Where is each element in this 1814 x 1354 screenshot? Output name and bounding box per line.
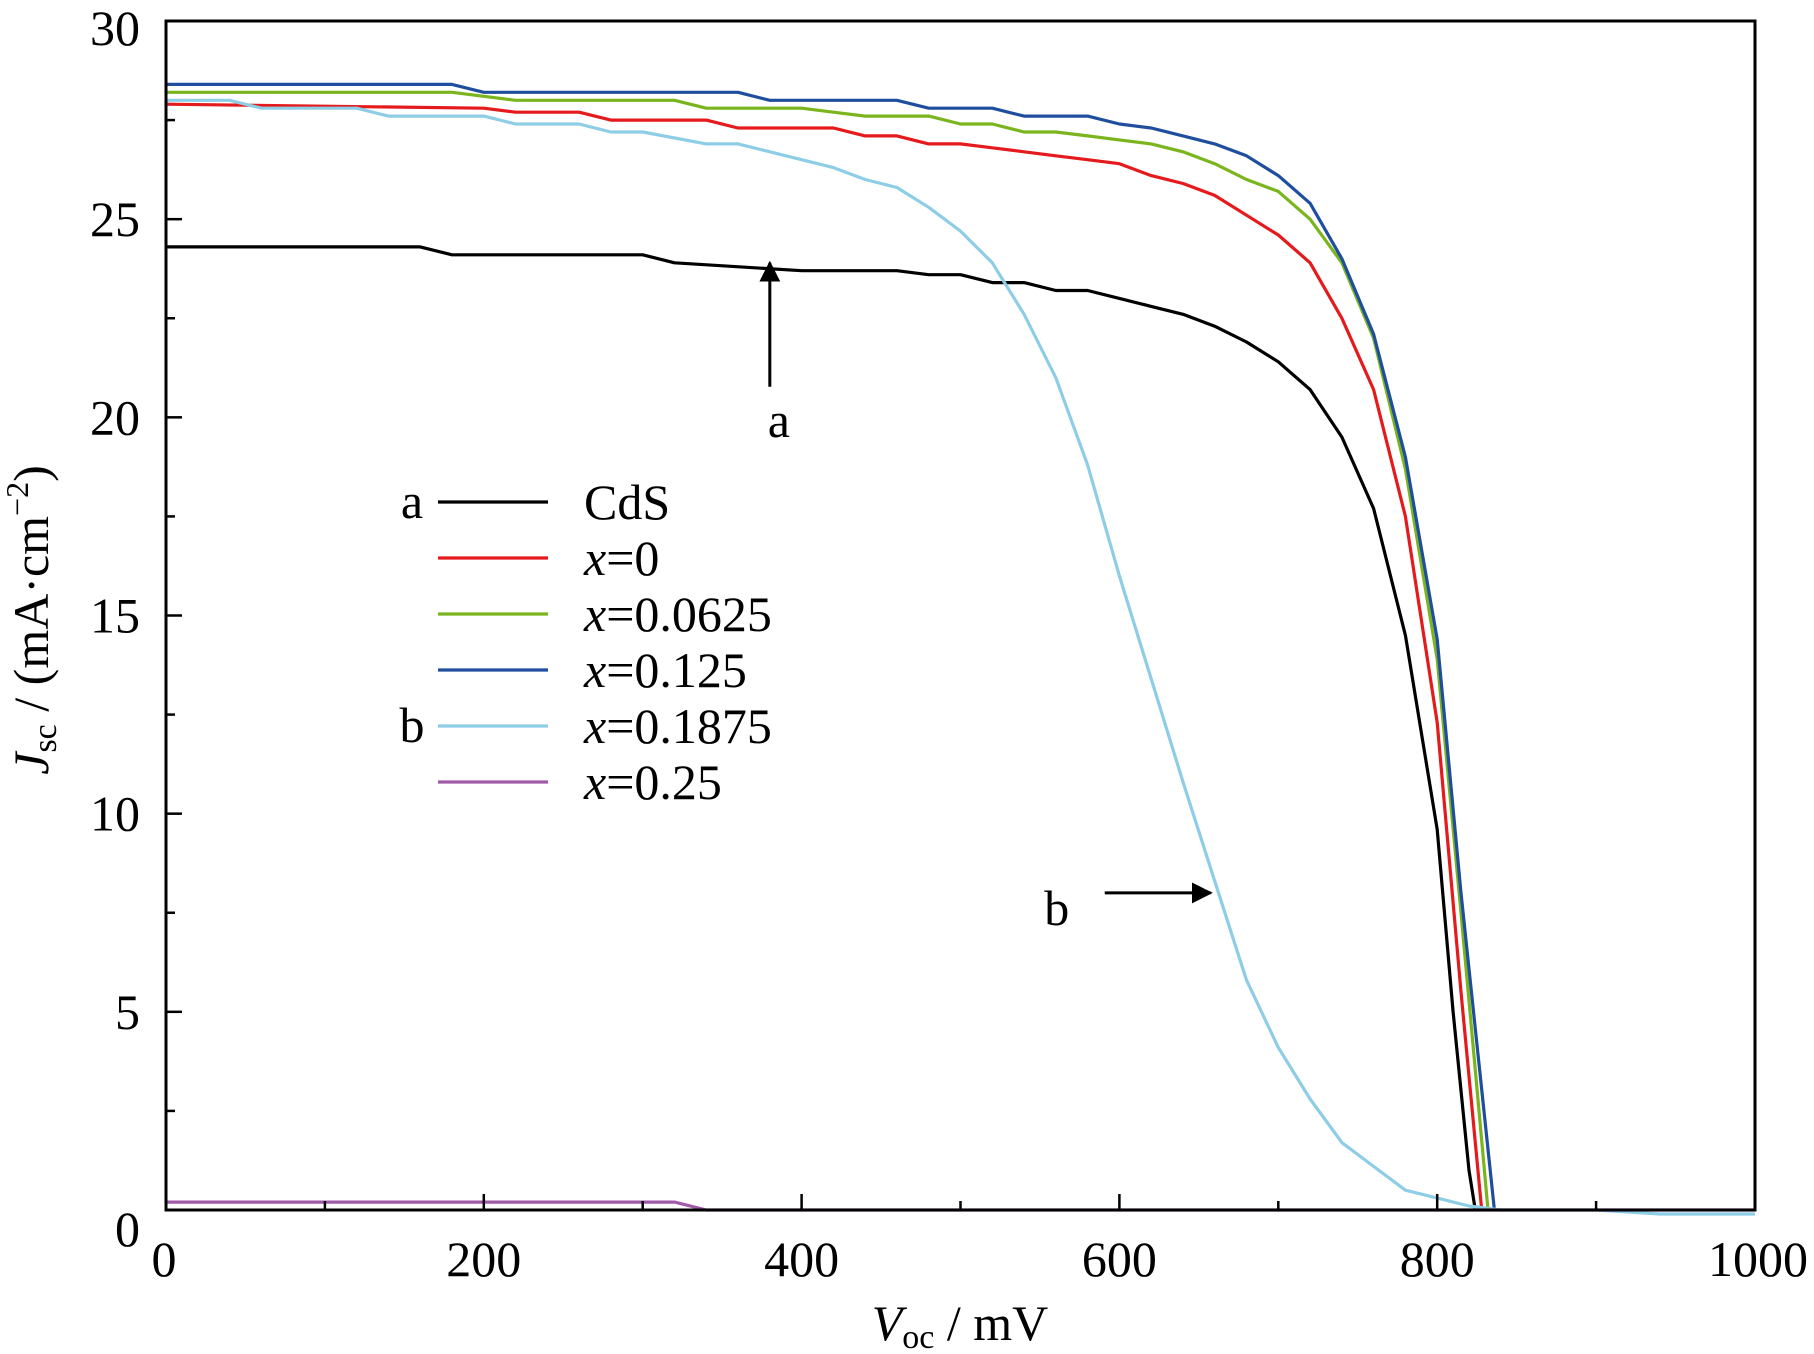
legend-tag-0: a bbox=[401, 473, 423, 529]
x-tick-label-3: 600 bbox=[1082, 1231, 1157, 1287]
y-tick-label-3: 15 bbox=[90, 588, 140, 644]
legend-tag-4: b bbox=[400, 697, 425, 753]
tick-labels-layer: 0 200 400 600 800 1000 0 5 10 15 20 25 30 bbox=[90, 0, 1808, 1287]
y-axis-label: Jsc / (mA·cm−2) bbox=[0, 465, 64, 775]
legend-label-0: CdS bbox=[584, 474, 670, 530]
legend-label-1: x=0 bbox=[583, 530, 659, 586]
y-tick-label-4: 20 bbox=[90, 389, 140, 445]
x-axis-label: Voc / mV bbox=[872, 1295, 1049, 1354]
y-tick-label-1: 5 bbox=[115, 984, 140, 1040]
x-tick-label-0: 0 bbox=[152, 1231, 177, 1287]
annotation-label-0: a bbox=[768, 392, 790, 448]
y-tick-label-2: 10 bbox=[90, 786, 140, 842]
legend-label-2: x=0.0625 bbox=[583, 586, 772, 642]
series-line-3 bbox=[166, 82, 1496, 1211]
series-layer bbox=[165, 82, 1755, 1216]
y-tick-label-5: 25 bbox=[90, 191, 140, 247]
series-line-4 bbox=[166, 98, 1755, 1216]
x-tick-label-1: 200 bbox=[446, 1231, 521, 1287]
y-tick-label-0: 0 bbox=[115, 1201, 140, 1257]
x-tick-label-2: 400 bbox=[764, 1231, 839, 1287]
series-line-0 bbox=[166, 245, 1477, 1211]
x-tick-label-4: 800 bbox=[1400, 1231, 1475, 1287]
annotation-label-1: b bbox=[1044, 880, 1069, 936]
legend-label-4: x=0.1875 bbox=[583, 698, 772, 754]
y-tick-label-6: 30 bbox=[90, 0, 140, 56]
plot-frame bbox=[164, 19, 1757, 1212]
legend-label-5: x=0.25 bbox=[583, 754, 722, 810]
annotations-layer: ab bbox=[759, 260, 1213, 936]
series-line-1 bbox=[165, 102, 1484, 1211]
ticks-layer bbox=[164, 19, 1757, 1212]
x-tick-label-5: 1000 bbox=[1708, 1231, 1808, 1287]
series-line-2 bbox=[166, 90, 1490, 1211]
legend-label-3: x=0.125 bbox=[583, 642, 747, 698]
